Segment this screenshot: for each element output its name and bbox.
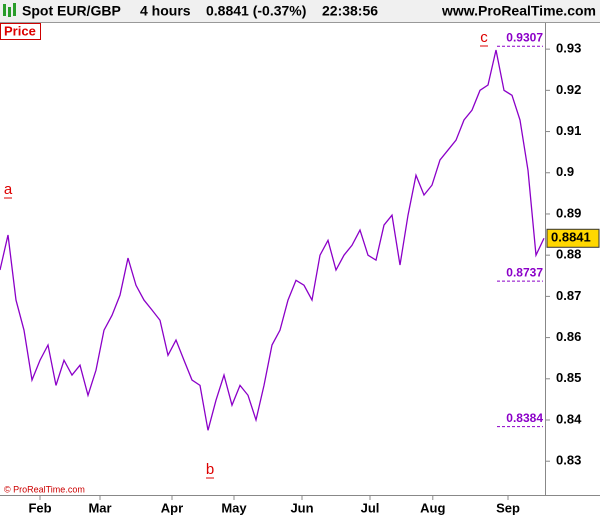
last-price-box [546, 228, 600, 248]
y-tick-label: 0.83 [556, 453, 581, 468]
y-tick-label: 0.9 [556, 164, 574, 179]
period: 4 hours [140, 3, 191, 19]
x-tick-label: Apr [161, 500, 183, 515]
y-tick-label: 0.84 [556, 411, 582, 426]
header-icon [8, 7, 11, 17]
series-label: Price [4, 23, 36, 38]
y-tick-label: 0.86 [556, 329, 581, 344]
symbol: Spot EUR/GBP [22, 3, 121, 19]
level-label: 0.8737 [506, 265, 543, 279]
site: www.ProRealTime.com [441, 3, 596, 19]
x-tick-label: Mar [88, 500, 111, 515]
price-box [0, 23, 41, 40]
y-tick-label: 0.89 [556, 205, 581, 220]
header-bar [0, 0, 600, 22]
annotation: b [206, 461, 214, 478]
x-tick-label: Jul [361, 500, 380, 515]
x-tick-label: Aug [420, 500, 445, 515]
header-icon [13, 3, 16, 16]
last-price: 0.8841 [551, 230, 591, 245]
x-tick-label: Jun [290, 500, 313, 515]
annotation: c [480, 29, 488, 46]
footer: © ProRealTime.com [4, 484, 85, 494]
annotation: a [4, 181, 13, 198]
y-tick-label: 0.92 [556, 82, 581, 97]
level-label: 0.9307 [506, 30, 543, 44]
y-tick-label: 0.93 [556, 41, 581, 56]
x-tick-label: Feb [28, 500, 51, 515]
level-label: 0.8384 [506, 411, 543, 425]
header-icon [3, 4, 6, 16]
time: 22:38:56 [322, 3, 378, 19]
y-tick-label: 0.88 [556, 247, 581, 262]
y-tick-label: 0.91 [556, 123, 581, 138]
y-tick-label: 0.87 [556, 288, 581, 303]
price-line [0, 49, 545, 431]
y-tick-label: 0.85 [556, 370, 581, 385]
quote: 0.8841 (-0.37%) [206, 3, 306, 19]
x-tick-label: Sep [496, 500, 520, 515]
x-tick-label: May [221, 500, 247, 515]
